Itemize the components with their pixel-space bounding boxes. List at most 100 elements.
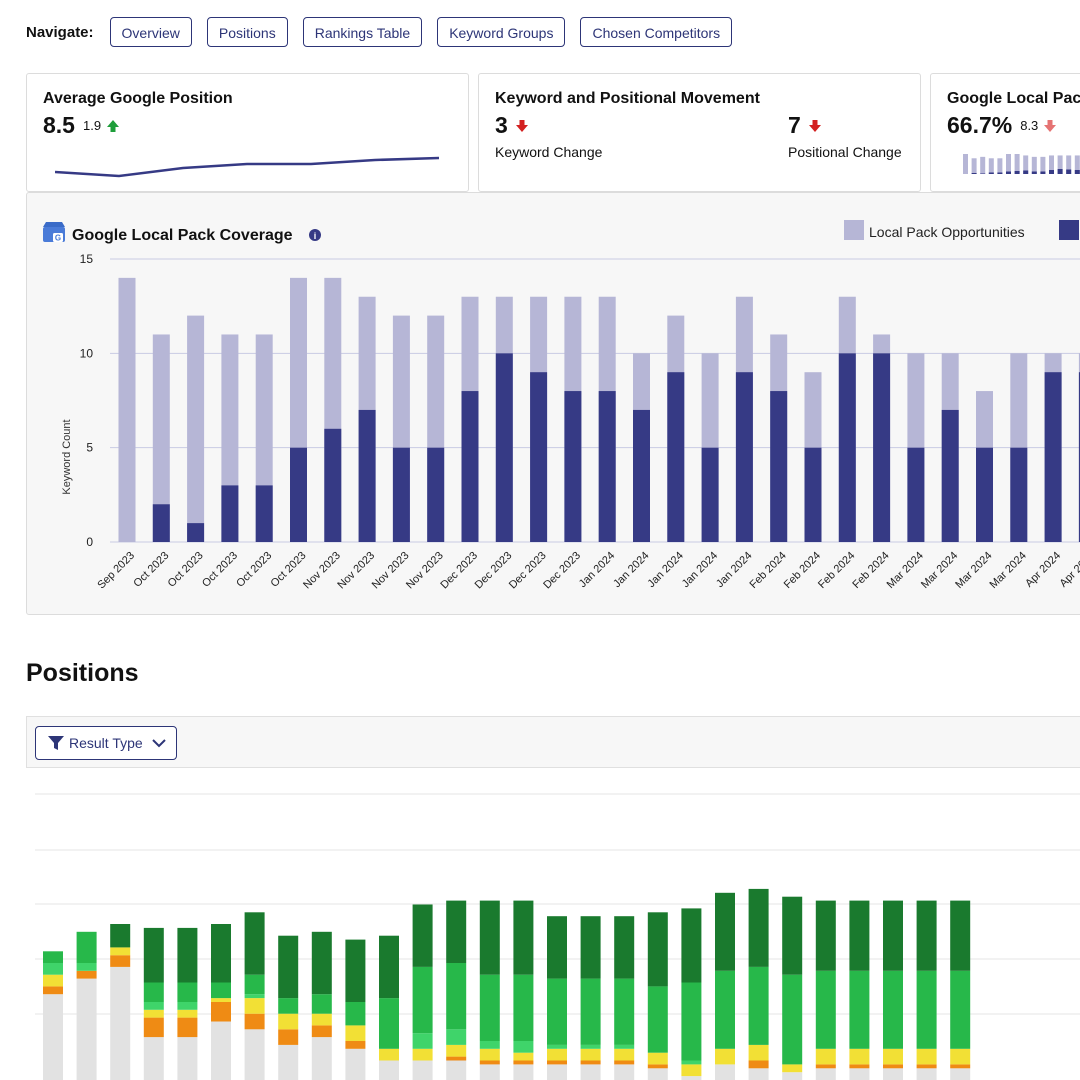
segment-grey[interactable] (278, 1044, 299, 1080)
segment-green[interactable] (513, 974, 534, 1041)
segment-yellow[interactable] (177, 1009, 198, 1018)
segment-yellow[interactable] (782, 1064, 803, 1073)
segment-orange[interactable] (43, 986, 63, 995)
segment-dark-green[interactable] (580, 916, 601, 979)
segment-dark-green[interactable] (748, 888, 769, 967)
segment-green[interactable] (446, 963, 467, 1030)
segment-orange[interactable] (311, 1025, 332, 1038)
bar-coverage[interactable] (1044, 372, 1062, 542)
nav-overview-button[interactable]: Overview (109, 17, 192, 47)
segment-green[interactable] (379, 998, 399, 1049)
segment-light-green[interactable] (143, 1002, 164, 1010)
segment-yellow[interactable] (278, 1013, 299, 1030)
segment-orange[interactable] (244, 1013, 265, 1030)
segment-dark-green[interactable] (244, 912, 265, 975)
legend-label-opportunities[interactable]: Local Pack Opportunities (869, 224, 1025, 240)
bar-coverage[interactable] (290, 447, 307, 542)
segment-yellow[interactable] (412, 1048, 433, 1061)
segment-grey[interactable] (849, 1068, 870, 1080)
segment-dark-green[interactable] (278, 935, 299, 999)
segment-yellow[interactable] (143, 1009, 164, 1018)
segment-yellow[interactable] (479, 1048, 500, 1061)
segment-green[interactable] (883, 970, 903, 1049)
nav-positions-button[interactable]: Positions (206, 17, 288, 47)
segment-grey[interactable] (311, 1037, 332, 1080)
segment-yellow[interactable] (815, 1048, 836, 1065)
bar-coverage[interactable] (907, 447, 925, 542)
segment-dark-green[interactable] (815, 900, 836, 971)
segment-yellow[interactable] (614, 1048, 635, 1061)
segment-light-green[interactable] (681, 1060, 702, 1065)
segment-dark-green[interactable] (311, 931, 332, 995)
bar-coverage[interactable] (941, 409, 959, 542)
segment-yellow[interactable] (715, 1048, 735, 1065)
segment-green[interactable] (211, 982, 231, 999)
segment-yellow[interactable] (513, 1052, 534, 1061)
segment-green[interactable] (547, 978, 567, 1045)
segment-light-green[interactable] (244, 994, 265, 999)
segment-dark-green[interactable] (916, 900, 937, 971)
segment-orange[interactable] (547, 1060, 567, 1065)
bar-coverage[interactable] (873, 353, 891, 542)
bar-coverage[interactable] (461, 391, 479, 542)
segment-light-green[interactable] (76, 963, 97, 971)
segment-green[interactable] (43, 951, 63, 963)
segment-grey[interactable] (110, 966, 131, 1080)
segment-green[interactable] (479, 974, 500, 1041)
segment-grey[interactable] (950, 1068, 971, 1080)
segment-light-green[interactable] (43, 963, 63, 975)
bar-coverage[interactable] (838, 353, 856, 542)
segment-grey[interactable] (211, 1021, 231, 1080)
bar-opportunities[interactable] (187, 315, 205, 542)
segment-grey[interactable] (412, 1060, 433, 1080)
segment-grey[interactable] (916, 1068, 937, 1080)
segment-green[interactable] (748, 966, 769, 1045)
segment-orange[interactable] (815, 1064, 836, 1069)
segment-green[interactable] (681, 982, 702, 1061)
segment-orange[interactable] (211, 1002, 231, 1022)
bar-coverage[interactable] (976, 447, 993, 542)
segment-orange[interactable] (110, 955, 131, 967)
segment-green[interactable] (580, 978, 601, 1045)
segment-green[interactable] (647, 986, 668, 1053)
bar-opportunities[interactable] (152, 334, 170, 542)
segment-grey[interactable] (143, 1037, 164, 1080)
segment-grey[interactable] (782, 1072, 803, 1080)
segment-green[interactable] (143, 982, 164, 1003)
segment-light-green[interactable] (412, 1033, 433, 1049)
segment-green[interactable] (849, 970, 870, 1049)
segment-grey[interactable] (76, 978, 97, 1080)
segment-yellow[interactable] (379, 1048, 399, 1061)
segment-green[interactable] (345, 1002, 366, 1026)
segment-dark-green[interactable] (110, 924, 131, 948)
segment-grey[interactable] (883, 1068, 903, 1080)
segment-green[interactable] (412, 966, 433, 1034)
segment-yellow[interactable] (580, 1048, 601, 1061)
segment-orange[interactable] (916, 1064, 937, 1069)
segment-dark-green[interactable] (143, 927, 164, 983)
segment-yellow[interactable] (311, 1013, 332, 1026)
segment-light-green[interactable] (446, 1029, 467, 1045)
bar-coverage[interactable] (324, 428, 342, 542)
nav-chosen-competitors-button[interactable]: Chosen Competitors (580, 17, 733, 47)
segment-yellow[interactable] (446, 1044, 467, 1057)
segment-dark-green[interactable] (782, 896, 803, 975)
segment-grey[interactable] (43, 994, 63, 1080)
segment-light-green[interactable] (580, 1044, 601, 1049)
bar-opportunities[interactable] (118, 277, 136, 542)
segment-orange[interactable] (647, 1064, 668, 1069)
segment-orange[interactable] (177, 1017, 198, 1038)
segment-grey[interactable] (547, 1064, 567, 1080)
segment-grey[interactable] (513, 1064, 534, 1080)
segment-orange[interactable] (849, 1064, 870, 1069)
info-icon[interactable]: i (309, 229, 321, 241)
segment-grey[interactable] (815, 1068, 836, 1080)
segment-grey[interactable] (715, 1064, 735, 1080)
segment-dark-green[interactable] (614, 916, 635, 979)
bar-coverage[interactable] (187, 523, 205, 542)
bar-coverage[interactable] (1078, 372, 1080, 542)
segment-light-green[interactable] (513, 1041, 534, 1053)
segment-grey[interactable] (614, 1064, 635, 1080)
bar-coverage[interactable] (701, 447, 719, 542)
segment-yellow[interactable] (748, 1044, 769, 1061)
